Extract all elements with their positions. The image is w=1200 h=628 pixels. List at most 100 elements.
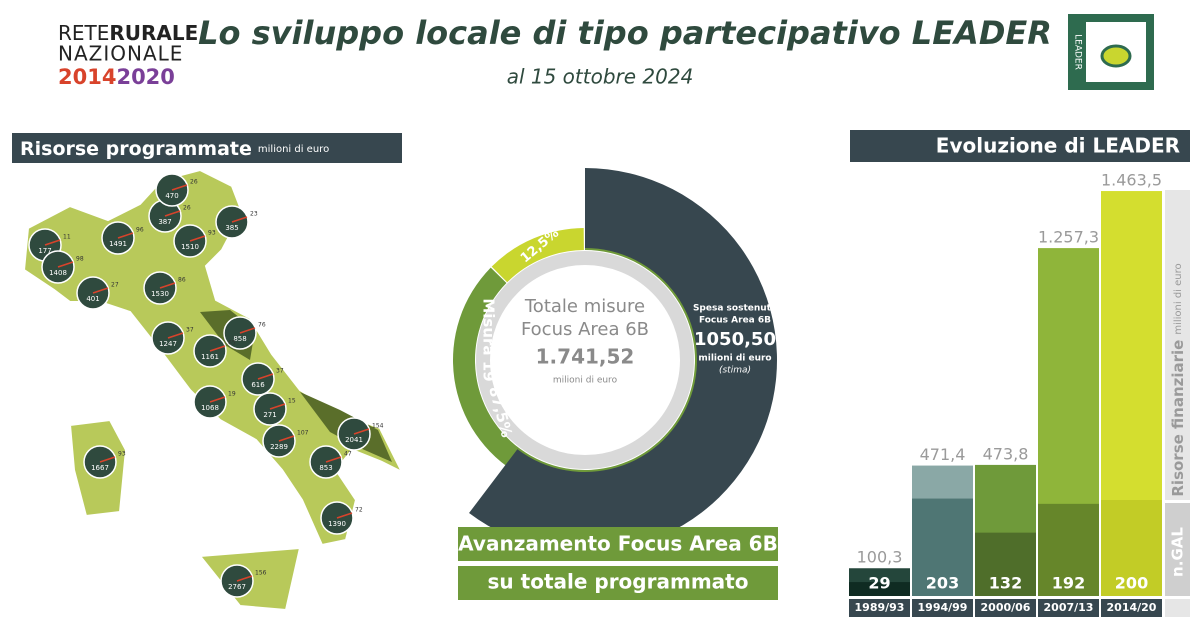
region-detail: 65 [228, 340, 236, 347]
region-detail: 154 [372, 423, 384, 430]
region-detail: 23 [250, 211, 258, 218]
category-strip [849, 599, 910, 617]
section-header [850, 130, 1190, 162]
gal-bar [1101, 500, 1162, 596]
series-unit: milioni di euro [1173, 263, 1184, 334]
region-slice [269, 403, 286, 410]
region-slice [44, 239, 61, 246]
segment-label: Misura 19 [480, 298, 498, 381]
region-value: 1491 [109, 240, 127, 248]
region-detail: 37 [276, 368, 284, 375]
region-slice [171, 184, 188, 191]
region-value: 1530 [151, 290, 169, 298]
category-strip [912, 599, 973, 617]
region-detail: 98 [76, 256, 84, 263]
region-detail: 26 [183, 205, 191, 212]
region-detail: 93 [118, 451, 126, 458]
value-label: 100,3 [857, 548, 903, 567]
gal-label: 29 [868, 574, 890, 593]
spent-title: Spesa sostenuta [693, 304, 777, 314]
region-slice [325, 456, 342, 463]
logo-line: RETERURALE [58, 21, 198, 45]
region-value: 2289 [270, 443, 288, 451]
region-slice [167, 332, 184, 339]
side-legend [1165, 599, 1190, 617]
logo-year: 2020 [116, 65, 174, 89]
side-legend [1165, 503, 1190, 596]
map: 1771114089840127149196387264702638523151… [22, 168, 405, 612]
region-slice [353, 428, 370, 435]
region-value: 1247 [159, 340, 177, 348]
region-value: 271 [263, 411, 276, 419]
gal-bar [1038, 503, 1099, 596]
region-slice [231, 216, 248, 223]
region-value: 470 [165, 192, 178, 200]
subtitle: al 15 ottobre 2024 [507, 65, 694, 89]
logo-year: 2014 [58, 65, 116, 89]
region-value: 1161 [201, 353, 219, 361]
gal-label: 192 [1052, 574, 1085, 593]
x-tick-label: 1989/93 [855, 601, 905, 614]
category-strip [1101, 599, 1162, 617]
x-tick-label: 2000/06 [981, 601, 1031, 614]
region-slice [99, 456, 116, 463]
title: Lo sviluppo locale di tipo partecipativo… [198, 14, 1052, 52]
series-name: Risorse finanziarie [1169, 340, 1187, 497]
region-slice [239, 327, 256, 334]
side-legend [1165, 190, 1190, 500]
bar-title: Evoluzione di LEADER [936, 134, 1180, 158]
region-slice [92, 287, 109, 294]
region-detail: 76 [258, 322, 266, 329]
section-title: Risorse programmate milioni di euro [20, 138, 329, 160]
logo-line: 20142020 [58, 65, 175, 89]
section-title-main: Risorse programmate [20, 138, 252, 160]
logo-word: RURALE [109, 21, 198, 45]
bar-chart: 100,3 29 1989/93 471,4 203 1994/99 473,8 132 200… [849, 171, 1190, 617]
region-value: 1408 [49, 269, 67, 277]
region-value: 2767 [228, 583, 246, 591]
spent-title: Focus Area 6B [699, 316, 771, 326]
footer-text: Avanzamento Focus Area 6B [458, 532, 778, 556]
region-detail: 15 [288, 398, 296, 405]
region-detail: 96 [136, 227, 144, 234]
region-value: 177 [38, 247, 51, 255]
footer-box [458, 527, 778, 561]
gal-label: 203 [926, 574, 959, 593]
region-value: 1390 [328, 520, 346, 528]
region-detail: 19 [228, 391, 236, 398]
gal-bar [975, 532, 1036, 596]
region-value: 1667 [91, 464, 109, 472]
region-slice [209, 396, 226, 403]
footer-text: su totale programmato [488, 570, 749, 594]
footer-box [458, 566, 778, 600]
gal-bar [912, 498, 973, 596]
series-label: Risorse finanziarie milioni di euro [1169, 263, 1187, 496]
region-detail: 93 [208, 230, 216, 237]
region-slice [236, 575, 253, 582]
spent-unit: milioni di euro [698, 354, 771, 364]
badge-icon [1100, 44, 1132, 68]
region-detail: 11 [63, 234, 71, 241]
spent-value: 1050,50 [694, 329, 776, 350]
section-unit: milioni di euro [258, 144, 329, 155]
region-value: 1510 [181, 243, 199, 251]
region-detail: 37 [186, 327, 194, 334]
region-slice [278, 435, 295, 442]
gal-label: 132 [989, 574, 1022, 593]
logo-word: RETE [58, 21, 109, 45]
region-slice [164, 210, 181, 217]
region-slice [189, 235, 206, 242]
x-tick-label: 2007/13 [1044, 601, 1094, 614]
region-value: 1068 [201, 404, 219, 412]
badge-text: LEADER [1073, 34, 1083, 70]
spent-note: (stima) [719, 366, 751, 376]
region-value: 401 [86, 295, 99, 303]
value-label: 473,8 [983, 444, 1029, 463]
region-slice [336, 512, 353, 519]
region-slice [159, 282, 176, 289]
logo-line: NAZIONALE [58, 42, 183, 66]
gal-label: 200 [1115, 574, 1148, 593]
